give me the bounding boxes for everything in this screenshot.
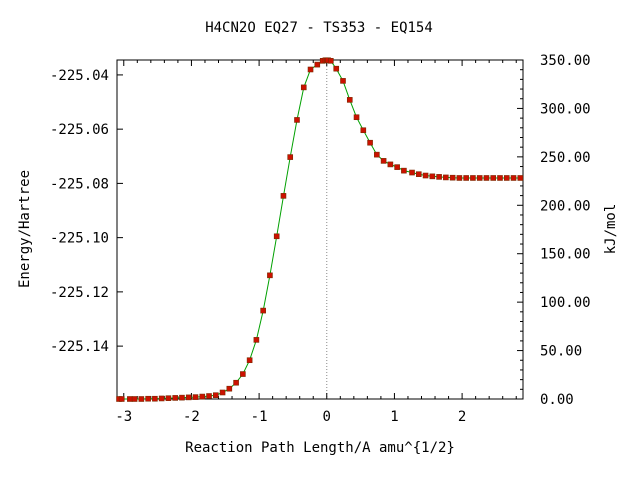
data-point bbox=[490, 175, 497, 181]
data-point bbox=[172, 395, 178, 401]
x-tick-label: -1 bbox=[251, 409, 268, 425]
x-tick-label: 2 bbox=[458, 409, 466, 425]
data-point bbox=[145, 395, 151, 402]
data-point bbox=[179, 394, 185, 401]
data-point bbox=[300, 84, 307, 91]
data-point bbox=[267, 272, 273, 279]
data-point bbox=[510, 175, 517, 181]
data-point bbox=[449, 174, 456, 181]
data-point bbox=[470, 175, 476, 181]
data-point bbox=[360, 127, 367, 134]
data-point bbox=[483, 175, 490, 181]
data-point bbox=[374, 151, 380, 158]
data-point bbox=[307, 66, 314, 73]
y2-tick-label: 300.00 bbox=[540, 101, 591, 117]
data-point bbox=[260, 307, 266, 314]
data-point bbox=[240, 371, 246, 377]
data-point bbox=[503, 175, 510, 181]
data-point bbox=[287, 154, 294, 160]
data-point bbox=[463, 175, 469, 181]
y-tick-label: -225.08 bbox=[50, 176, 109, 192]
axis-ticks bbox=[117, 59, 523, 400]
data-point bbox=[138, 396, 145, 402]
data-point bbox=[118, 396, 125, 402]
data-point bbox=[233, 379, 239, 386]
data-point bbox=[219, 389, 226, 396]
data-point bbox=[185, 394, 192, 401]
x-tick-label: 0 bbox=[323, 409, 331, 425]
data-point bbox=[273, 233, 280, 240]
data-point bbox=[436, 174, 442, 180]
data-point bbox=[346, 97, 353, 103]
data-point bbox=[340, 78, 346, 84]
data-point bbox=[328, 58, 334, 64]
data-point bbox=[476, 175, 483, 181]
data-point bbox=[456, 175, 463, 181]
series-layer bbox=[116, 57, 524, 402]
x-tick-label: -3 bbox=[115, 409, 132, 425]
data-point bbox=[152, 395, 158, 402]
data-point bbox=[294, 117, 300, 123]
data-point bbox=[212, 392, 219, 399]
y2-axis-label: kJ/mol bbox=[603, 204, 619, 255]
data-point bbox=[367, 139, 373, 146]
data-point bbox=[127, 396, 133, 402]
data-point bbox=[253, 337, 260, 343]
data-point bbox=[387, 161, 394, 168]
data-point bbox=[206, 393, 212, 399]
data-point bbox=[409, 169, 415, 176]
data-point bbox=[443, 174, 449, 181]
chart-title: H4CN2O EQ27 - TS353 - EQ154 bbox=[205, 20, 433, 36]
data-point bbox=[497, 175, 503, 181]
data-point bbox=[165, 395, 172, 401]
data-point bbox=[380, 158, 387, 164]
x-tick-label: -2 bbox=[183, 409, 200, 425]
plot-frame bbox=[116, 59, 524, 400]
data-point bbox=[353, 114, 360, 121]
y2-tick-label: 350.00 bbox=[540, 53, 591, 69]
data-point bbox=[415, 171, 422, 177]
data-point bbox=[199, 393, 206, 400]
data-point bbox=[333, 65, 340, 72]
data-point bbox=[226, 385, 233, 392]
y-tick-label: -225.04 bbox=[50, 68, 109, 84]
y2-tick-label: 250.00 bbox=[540, 150, 591, 166]
tick-labels: -3 -2 -1 0 1 2 -225.04 -225.06 -225.08 -225.10 -22… bbox=[50, 53, 591, 425]
y2-tick-label: 200.00 bbox=[540, 198, 591, 214]
data-point bbox=[246, 357, 253, 364]
y-axis-label: Energy/Hartree bbox=[17, 170, 33, 288]
data-point bbox=[429, 173, 436, 180]
x-axis-label: Reaction Path Length/A amu^{1/2} bbox=[185, 440, 455, 456]
series-line bbox=[119, 59, 521, 400]
y2-tick-label: 100.00 bbox=[540, 295, 591, 311]
y2-tick-label: 0.00 bbox=[540, 392, 574, 408]
y-tick-label: -225.14 bbox=[50, 339, 109, 355]
data-point bbox=[422, 172, 429, 179]
data-point bbox=[394, 164, 400, 170]
x-tick-label: 1 bbox=[390, 409, 398, 425]
y2-tick-label: 50.00 bbox=[540, 344, 582, 360]
y-tick-label: -225.12 bbox=[50, 285, 109, 301]
y2-tick-label: 150.00 bbox=[540, 247, 591, 263]
data-point bbox=[192, 394, 199, 400]
y-tick-label: -225.06 bbox=[50, 122, 109, 138]
data-point bbox=[401, 167, 407, 174]
data-point bbox=[314, 61, 321, 68]
y-tick-label: -225.10 bbox=[50, 231, 109, 247]
data-point bbox=[158, 395, 165, 402]
data-point bbox=[280, 193, 287, 199]
data-point bbox=[517, 175, 524, 181]
data-point bbox=[131, 396, 138, 402]
